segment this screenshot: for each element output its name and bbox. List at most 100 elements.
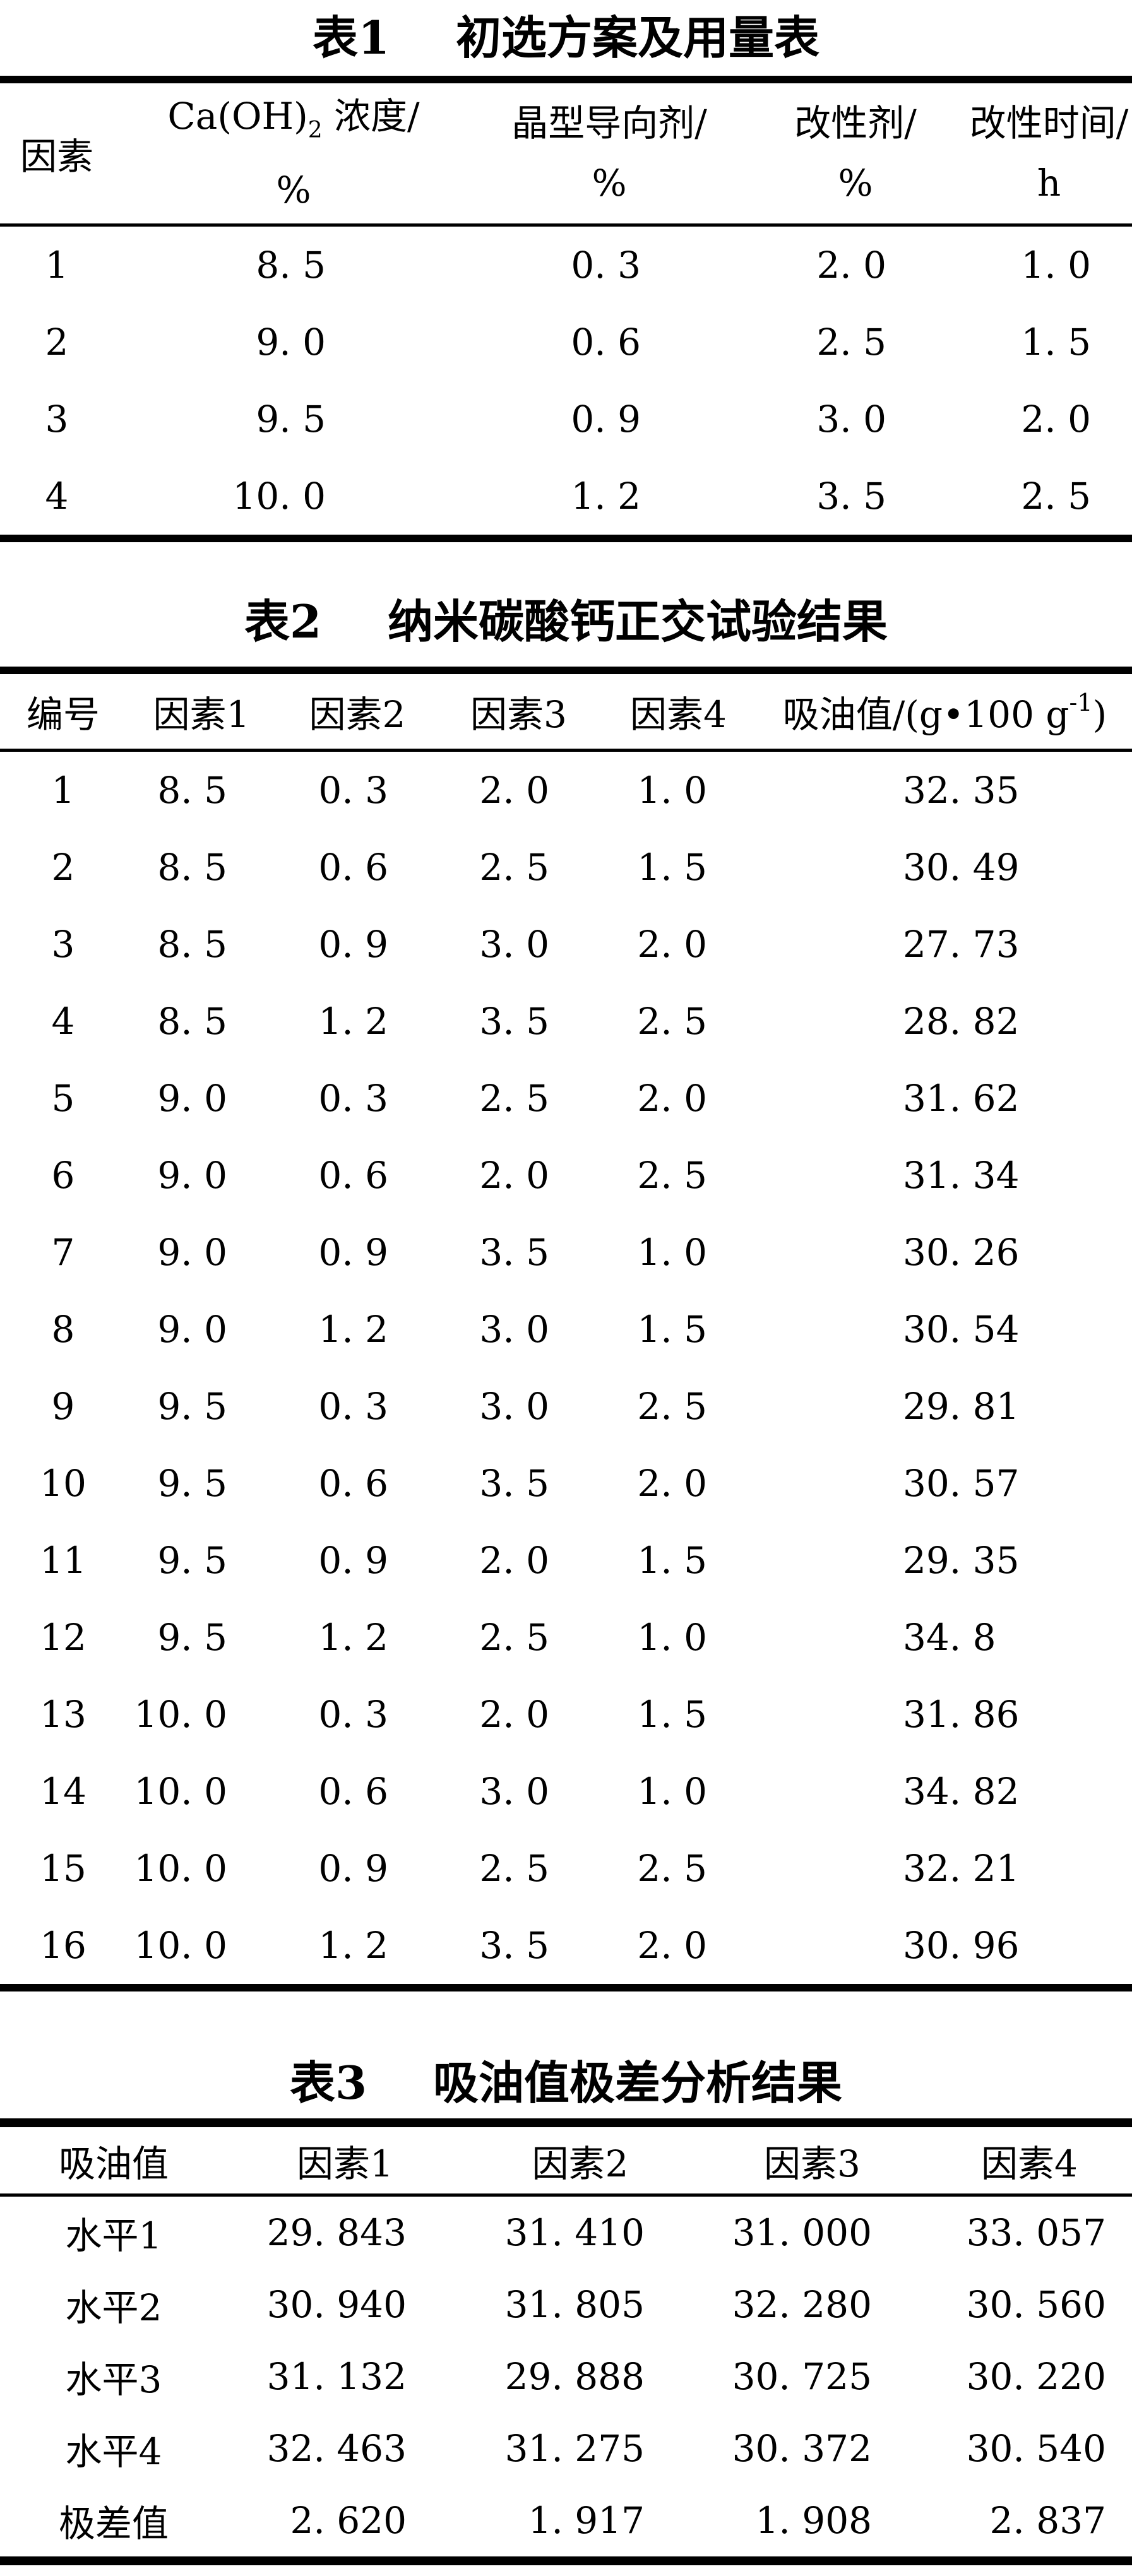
cell-modify-time: 1. 5 <box>1021 321 1091 364</box>
cell-factor4: 1. 5 <box>637 846 707 889</box>
cell-factor3-mean: 1. 908 <box>755 2499 872 2542</box>
cell-oil-absorption: 31. 62 <box>903 1077 1020 1120</box>
cell-factor2: 0. 9 <box>318 923 388 966</box>
cell-factor1-mean: 30. 940 <box>266 2283 407 2326</box>
cell-factor2: 1. 2 <box>318 1616 388 1659</box>
caoh2-formula: Ca(OH) <box>167 95 308 138</box>
cell-factor2-mean: 31. 805 <box>504 2283 645 2326</box>
table2-title-text: 纳米碳酸钙正交试验结果 <box>388 595 888 648</box>
table3-title-label: 表3 <box>289 2056 367 2110</box>
cell-run-number: 8 <box>51 1308 75 1351</box>
modifier-unit: % <box>838 162 873 205</box>
cell-factor1-mean: 2. 620 <box>290 2499 407 2542</box>
cell-factor3: 2. 5 <box>479 846 549 889</box>
cell-factor3: 2. 5 <box>479 1616 549 1659</box>
cell-factor1-mean: 31. 132 <box>266 2355 407 2398</box>
cell-oil-absorption: 30. 96 <box>903 1924 1020 1967</box>
cell-oil-absorption: 29. 81 <box>903 1385 1020 1428</box>
table1-header-row: 因素 Ca(OH)2 浓度/ % 晶型导向剂/ % 改性剂/ % 改性时间/ <box>0 80 1132 227</box>
cell-factor2: 0. 9 <box>318 1231 388 1274</box>
cell-crystal-director: 1. 2 <box>571 475 641 518</box>
modify-time-unit: h <box>1037 162 1061 205</box>
cell-factor1: 9. 5 <box>157 1539 227 1582</box>
cell-factor4-mean: 33. 057 <box>966 2211 1106 2254</box>
table2-header-factor3: 因素3 <box>438 670 599 752</box>
table2-header-factor4: 因素4 <box>599 670 758 752</box>
table2-row: 14 10. 0 0. 6 3. 0 1. 0 34. 82 <box>0 1753 1132 1830</box>
table2-row: 15 10. 0 0. 9 2. 5 2. 5 32. 21 <box>0 1830 1132 1907</box>
cell-run-number: 12 <box>40 1616 86 1659</box>
cell-level-label: 水平1 <box>65 2214 162 2257</box>
caoh2-subscript: 2 <box>307 117 323 143</box>
cell-factor3-mean: 30. 725 <box>732 2355 872 2398</box>
cell-run-number: 4 <box>51 1000 75 1043</box>
table1-title: 表1 初选方案及用量表 <box>0 8 1132 68</box>
cell-modify-time: 2. 5 <box>1021 475 1091 518</box>
cell-factor1: 9. 0 <box>157 1077 227 1120</box>
cell-crystal-director: 0. 3 <box>571 244 641 287</box>
modify-time-label: 改性时间/ <box>969 102 1129 145</box>
cell-oil-absorption: 34. 82 <box>903 1770 1020 1813</box>
table3-row: 水平1 29. 843 31. 410 31. 000 33. 057 <box>0 2195 1132 2269</box>
table3-title: 表3 吸油值极差分析结果 <box>0 2048 1132 2118</box>
cell-factor3: 3. 5 <box>479 1924 549 1967</box>
cell-factor2: 0. 3 <box>318 769 388 812</box>
cell-factor4-mean: 30. 560 <box>966 2283 1106 2326</box>
cell-factor3: 2. 5 <box>479 1077 549 1120</box>
table1-header-caoh2-line1: Ca(OH)2 浓度/ <box>114 86 474 160</box>
table2-row: 10 9. 5 0. 6 3. 5 2. 0 30. 57 <box>0 1445 1132 1522</box>
cell-run-number: 13 <box>40 1693 86 1736</box>
cell-level-label: 水平3 <box>65 2358 162 2401</box>
cell-factor2: 0. 6 <box>318 846 388 889</box>
oil-header-superscript: -1 <box>1069 689 1093 716</box>
cell-run-number: 3 <box>51 923 75 966</box>
cell-run-number: 1 <box>51 769 75 812</box>
cell-factor3: 3. 5 <box>479 1231 549 1274</box>
cell-run-number: 5 <box>51 1077 75 1120</box>
cell-factor4: 1. 0 <box>637 1231 707 1274</box>
cell-factor4: 2. 0 <box>637 923 707 966</box>
cell-factor4: 1. 0 <box>637 1616 707 1659</box>
table3-header-factor1: 因素1 <box>227 2123 463 2197</box>
table3: 吸油值 因素1 因素2 因素3 因素4 水平1 29. 843 31. 410 … <box>0 2118 1132 2565</box>
cell-factor4: 2. 0 <box>637 1077 707 1120</box>
table2-row: 12 9. 5 1. 2 2. 5 1. 0 34. 8 <box>0 1599 1132 1676</box>
table1-row: 1 8. 5 0. 3 2. 0 1. 0 <box>0 225 1132 304</box>
cell-factor2: 0. 9 <box>318 1539 388 1582</box>
cell-factor4-mean: 30. 540 <box>966 2427 1106 2470</box>
cell-run-number: 11 <box>40 1539 86 1582</box>
cell-crystal-director: 0. 6 <box>571 321 641 364</box>
cell-factor-level: 1 <box>45 244 69 287</box>
table2-header-factor2: 因素2 <box>277 670 438 752</box>
table2: 编号 因素1 因素2 因素3 因素4 吸油值/(g•100 g-1) 1 8. … <box>0 667 1132 1991</box>
cell-oil-absorption: 34. 8 <box>903 1616 996 1659</box>
cell-modify-time: 1. 0 <box>1021 244 1091 287</box>
cell-factor3: 2. 0 <box>479 769 549 812</box>
oil-header-suffix: ) <box>1092 693 1107 736</box>
cell-factor4: 2. 5 <box>637 1385 707 1428</box>
table1-title-text: 初选方案及用量表 <box>456 11 820 64</box>
cell-factor2-mean: 31. 410 <box>504 2211 645 2254</box>
cell-run-number: 7 <box>51 1231 75 1274</box>
cell-factor1: 10. 0 <box>134 1847 227 1890</box>
cell-factor4: 2. 0 <box>637 1924 707 1967</box>
cell-run-number: 16 <box>40 1924 86 1967</box>
caoh2-label-rest: 浓度/ <box>322 95 420 138</box>
cell-factor2: 1. 2 <box>318 1924 388 1967</box>
table2-header-oil-absorption: 吸油值/(g•100 g-1) <box>758 670 1132 752</box>
cell-factor4: 1. 0 <box>637 1770 707 1813</box>
cell-run-number: 9 <box>51 1385 75 1428</box>
table1: 因素 Ca(OH)2 浓度/ % 晶型导向剂/ % 改性剂/ % 改性时间/ <box>0 76 1132 542</box>
cell-factor2: 0. 9 <box>318 1847 388 1890</box>
table2-row: 5 9. 0 0. 3 2. 5 2. 0 31. 62 <box>0 1060 1132 1137</box>
cell-factor1: 8. 5 <box>157 1000 227 1043</box>
table2-title-label: 表2 <box>244 595 322 648</box>
table3-header-row: 吸油值 因素1 因素2 因素3 因素4 <box>0 2123 1132 2197</box>
cell-modifier: 3. 5 <box>816 475 886 518</box>
cell-factor3-mean: 31. 000 <box>732 2211 872 2254</box>
cell-factor1: 10. 0 <box>134 1693 227 1736</box>
cell-factor2-mean: 29. 888 <box>504 2355 645 2398</box>
cell-factor1: 9. 0 <box>157 1231 227 1274</box>
cell-factor3-mean: 32. 280 <box>732 2283 872 2326</box>
table2-row: 9 9. 5 0. 3 3. 0 2. 5 29. 81 <box>0 1368 1132 1445</box>
